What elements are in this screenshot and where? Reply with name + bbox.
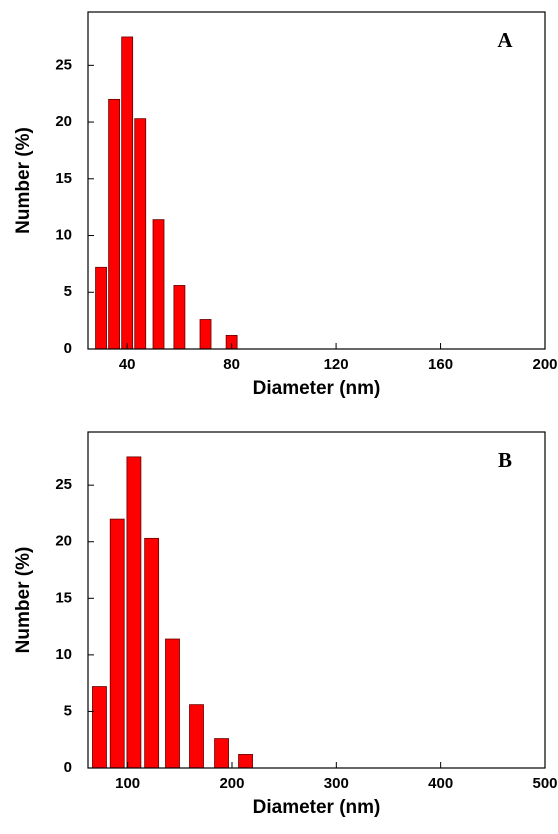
x-tick-label: 400	[428, 775, 453, 792]
y-tick-label: 5	[64, 283, 72, 300]
y-axis-label: Number (%)	[13, 547, 34, 654]
x-axis-label: Diameter (nm)	[253, 797, 381, 818]
bar	[92, 686, 107, 769]
y-axis-label: Number (%)	[13, 127, 34, 234]
x-tick-label: 200	[532, 356, 557, 373]
y-tick-label: 25	[55, 56, 72, 73]
bar	[126, 456, 142, 769]
bar	[121, 36, 134, 350]
bar	[189, 704, 204, 769]
panel-label: A	[497, 28, 513, 52]
bar	[199, 319, 212, 350]
bar	[109, 518, 125, 769]
bar	[134, 118, 147, 350]
x-tick-label: 500	[532, 775, 557, 792]
panel-label: B	[498, 448, 512, 472]
bar	[108, 98, 121, 350]
y-tick-label: 5	[64, 702, 72, 719]
plot-frame	[87, 431, 546, 769]
x-tick-label: 100	[115, 775, 140, 792]
y-tick-label: 15	[55, 589, 72, 606]
plot-frame	[87, 11, 546, 350]
y-tick-label: 10	[55, 227, 72, 244]
y-tick-label: 10	[55, 646, 72, 663]
x-tick-label: 300	[324, 775, 349, 792]
bar	[214, 738, 229, 769]
y-tick-label: 0	[64, 759, 72, 776]
x-axis-label: Diameter (nm)	[253, 378, 381, 399]
y-tick-label: 20	[55, 533, 72, 550]
bar	[165, 638, 180, 769]
bar	[95, 266, 107, 350]
bar	[173, 285, 186, 350]
x-tick-label: 80	[223, 356, 240, 373]
bar	[152, 219, 165, 350]
x-tick-label: 200	[219, 775, 244, 792]
bar	[144, 537, 160, 769]
bar	[238, 754, 253, 769]
y-tick-label: 15	[55, 170, 72, 187]
y-tick-label: 0	[64, 340, 72, 357]
x-tick-label: 40	[119, 356, 136, 373]
y-tick-label: 20	[55, 113, 72, 130]
x-tick-label: 160	[428, 356, 453, 373]
x-tick-label: 120	[324, 356, 349, 373]
y-tick-label: 25	[55, 476, 72, 493]
